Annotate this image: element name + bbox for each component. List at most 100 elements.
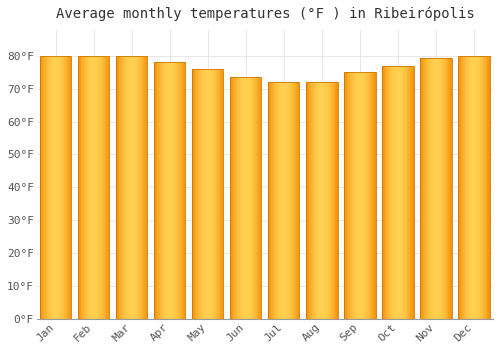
Bar <box>44 56 45 319</box>
Bar <box>180 62 182 319</box>
Bar <box>373 72 374 319</box>
Bar <box>183 62 184 319</box>
Bar <box>488 56 489 319</box>
Bar <box>484 56 485 319</box>
Bar <box>86 56 88 319</box>
Bar <box>334 82 335 319</box>
Bar <box>68 56 69 319</box>
Bar <box>140 56 141 319</box>
Bar <box>370 72 371 319</box>
Bar <box>421 57 422 319</box>
Bar <box>125 56 126 319</box>
Bar <box>122 56 123 319</box>
Bar <box>319 82 320 319</box>
Bar <box>104 56 106 319</box>
Bar <box>462 56 463 319</box>
Bar <box>54 56 55 319</box>
Bar <box>480 56 481 319</box>
Bar <box>252 77 253 319</box>
Bar <box>137 56 138 319</box>
Bar <box>412 66 413 319</box>
Bar <box>472 56 474 319</box>
Bar <box>372 72 373 319</box>
Bar <box>156 62 158 319</box>
Bar <box>306 82 338 319</box>
Bar <box>51 56 52 319</box>
Bar <box>413 66 414 319</box>
Bar <box>170 62 172 319</box>
Bar <box>269 82 270 319</box>
Bar <box>311 82 312 319</box>
Bar <box>371 72 372 319</box>
Bar <box>78 56 79 319</box>
Bar <box>363 72 364 319</box>
Bar <box>78 56 110 319</box>
Bar <box>194 69 196 319</box>
Bar <box>92 56 93 319</box>
Bar <box>243 77 244 319</box>
Bar <box>475 56 476 319</box>
Bar <box>279 82 280 319</box>
Bar <box>235 77 236 319</box>
Bar <box>50 56 51 319</box>
Bar <box>349 72 350 319</box>
Bar <box>332 82 333 319</box>
Bar <box>437 57 438 319</box>
Bar <box>96 56 97 319</box>
Bar <box>172 62 173 319</box>
Bar <box>154 62 155 319</box>
Bar <box>204 69 206 319</box>
Bar <box>346 72 348 319</box>
Bar <box>330 82 332 319</box>
Bar <box>176 62 177 319</box>
Bar <box>198 69 200 319</box>
Bar <box>117 56 118 319</box>
Bar <box>164 62 165 319</box>
Bar <box>103 56 104 319</box>
Bar <box>298 82 300 319</box>
Bar <box>436 57 437 319</box>
Bar <box>257 77 258 319</box>
Bar <box>40 56 72 319</box>
Bar <box>352 72 353 319</box>
Bar <box>315 82 316 319</box>
Bar <box>123 56 124 319</box>
Bar <box>244 77 245 319</box>
Bar <box>46 56 47 319</box>
Bar <box>383 66 384 319</box>
Bar <box>423 57 424 319</box>
Bar <box>360 72 362 319</box>
Bar <box>231 77 232 319</box>
Bar <box>134 56 135 319</box>
Bar <box>268 82 300 319</box>
Bar <box>238 77 239 319</box>
Bar <box>250 77 252 319</box>
Bar <box>433 57 434 319</box>
Bar <box>426 57 428 319</box>
Bar <box>99 56 100 319</box>
Bar <box>155 62 156 319</box>
Bar <box>79 56 80 319</box>
Bar <box>200 69 201 319</box>
Bar <box>182 62 183 319</box>
Bar <box>232 77 234 319</box>
Bar <box>169 62 170 319</box>
Bar <box>80 56 82 319</box>
Bar <box>353 72 354 319</box>
Bar <box>100 56 101 319</box>
Bar <box>450 57 451 319</box>
Bar <box>138 56 139 319</box>
Title: Average monthly temperatures (°F ) in Ribeirópolis: Average monthly temperatures (°F ) in Ri… <box>56 7 474 21</box>
Bar <box>320 82 321 319</box>
Bar <box>60 56 61 319</box>
Bar <box>84 56 85 319</box>
Bar <box>276 82 277 319</box>
Bar <box>295 82 296 319</box>
Bar <box>94 56 96 319</box>
Bar <box>399 66 400 319</box>
Bar <box>350 72 352 319</box>
Bar <box>486 56 488 319</box>
Bar <box>470 56 471 319</box>
Bar <box>292 82 294 319</box>
Bar <box>466 56 467 319</box>
